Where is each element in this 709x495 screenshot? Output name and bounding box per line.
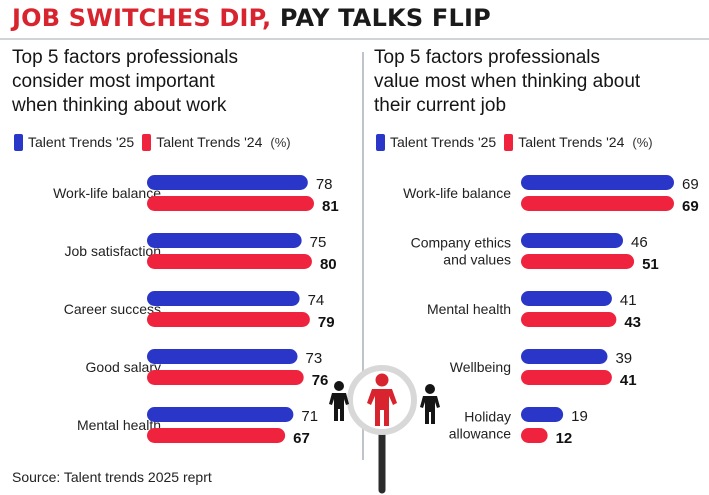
legend-unit: (%) — [632, 134, 653, 150]
person-icon — [425, 384, 435, 394]
headline-part-1: JOB SWITCHES DIP, — [12, 4, 272, 32]
bar-2025 — [521, 349, 608, 364]
data-label-2024: 81 — [322, 198, 339, 215]
right-chart-title-line: value most when thinking about — [374, 71, 641, 92]
legend-label-2024: Talent Trends '24 — [156, 134, 263, 150]
bar-2024 — [147, 312, 310, 327]
bar-2024 — [521, 312, 617, 327]
left-chart-title-line: Top 5 factors professionals — [12, 47, 239, 68]
bar-2025 — [147, 291, 300, 306]
right-chart-title-line: Top 5 factors professionals — [374, 47, 601, 68]
bar-2025 — [147, 407, 294, 422]
category-label: Career success — [64, 301, 161, 317]
person-icon — [329, 393, 349, 421]
legend-item-2024: Talent Trends '24 — [504, 133, 625, 151]
headline: JOB SWITCHES DIP, PAY TALKS FLIP — [12, 4, 491, 32]
data-label-2024: 79 — [318, 314, 335, 331]
data-label-2024: 69 — [682, 198, 699, 215]
bar-2024 — [521, 254, 635, 269]
person-icon — [420, 396, 440, 424]
bar-2025 — [521, 175, 674, 190]
magnifier-illustration — [329, 365, 440, 494]
data-label-2025: 39 — [615, 350, 632, 367]
category-label: Mental health — [427, 301, 511, 317]
left-chart-title-line: consider most important — [12, 71, 215, 92]
data-label-2024: 51 — [642, 256, 659, 273]
legend-item-2025: Talent Trends '25 — [14, 133, 135, 151]
data-label-2025: 75 — [310, 234, 327, 251]
person-icon — [334, 381, 344, 391]
data-label-2025: 19 — [571, 408, 588, 425]
legend-label-2025: Talent Trends '25 — [390, 134, 497, 150]
right-chart-title-line: their current job — [374, 95, 507, 116]
data-label-2024: 67 — [293, 430, 310, 447]
data-label-2025: 73 — [306, 350, 323, 367]
left-legend: Talent Trends '25 Talent Trends '24 (%) — [14, 133, 291, 151]
legend-label-2024: Talent Trends '24 — [518, 134, 625, 150]
person-icon — [367, 389, 397, 426]
category-label: allowance — [449, 426, 511, 442]
bar-2025 — [147, 175, 308, 190]
headline-rule — [0, 38, 709, 40]
category-label: and values — [443, 252, 511, 268]
bar-2024 — [521, 428, 548, 443]
category-label: Wellbeing — [450, 359, 511, 375]
bar-2024 — [147, 196, 314, 211]
left-bar-chart: Work-life balance 78 81 Job satisfaction 75 8… — [53, 175, 339, 447]
category-label: Company ethics — [411, 235, 511, 251]
category-label: Work-life balance — [53, 185, 161, 201]
data-label-2024: 76 — [312, 372, 329, 389]
source-note: Source: Talent trends 2025 reprt — [12, 469, 212, 485]
legend-swatch-2025 — [14, 133, 23, 151]
bar-2024 — [147, 370, 304, 385]
person-icon — [375, 373, 389, 387]
data-label-2024: 12 — [556, 430, 573, 447]
bar-2024 — [147, 428, 286, 443]
data-label-2024: 80 — [320, 256, 337, 273]
bar-2025 — [521, 407, 564, 422]
bar-2024 — [521, 370, 612, 385]
category-label: Job satisfaction — [65, 243, 162, 259]
legend-label-2025: Talent Trends '25 — [28, 134, 135, 150]
bar-2025 — [521, 233, 623, 248]
category-label: Holiday — [464, 409, 511, 425]
data-label-2025: 46 — [631, 234, 648, 251]
headline-part-2: PAY TALKS FLIP — [271, 4, 491, 32]
left-chart-title: Top 5 factors professionals consider mos… — [12, 46, 342, 118]
legend-swatch-2024 — [504, 133, 514, 151]
right-chart-title: Top 5 factors professionals value most w… — [374, 46, 704, 118]
data-label-2025: 69 — [682, 176, 699, 193]
panel-divider — [362, 52, 364, 460]
data-label-2025: 78 — [316, 176, 333, 193]
bar-2025 — [147, 349, 298, 364]
legend-item-2024: Talent Trends '24 — [142, 133, 263, 151]
bar-2025 — [521, 291, 612, 306]
legend-swatch-2025 — [376, 133, 385, 151]
legend-swatch-2024 — [142, 133, 152, 151]
bar-2025 — [147, 233, 302, 248]
bar-2024 — [521, 196, 674, 211]
legend-unit: (%) — [270, 134, 291, 150]
data-label-2024: 41 — [620, 372, 637, 389]
bar-2024 — [147, 254, 312, 269]
category-label: Work-life balance — [403, 185, 511, 201]
data-label-2025: 41 — [620, 292, 637, 309]
left-chart-title-line: when thinking about work — [12, 95, 227, 116]
category-label: Good salary — [86, 359, 161, 375]
category-label: Mental health — [77, 417, 161, 433]
right-legend: Talent Trends '25 Talent Trends '24 (%) — [376, 133, 653, 151]
data-label-2025: 71 — [301, 408, 318, 425]
data-label-2024: 43 — [624, 314, 641, 331]
data-label-2025: 74 — [308, 292, 325, 309]
legend-item-2025: Talent Trends '25 — [376, 133, 497, 151]
